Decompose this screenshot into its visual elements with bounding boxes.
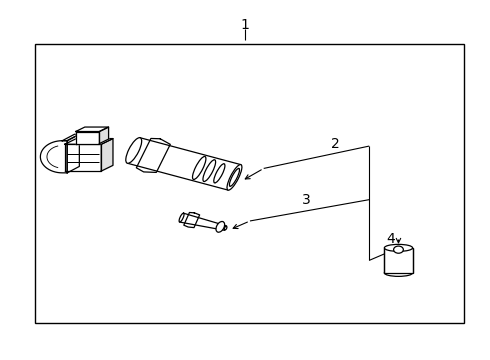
Polygon shape bbox=[136, 139, 171, 172]
Polygon shape bbox=[101, 139, 113, 171]
Ellipse shape bbox=[224, 226, 227, 230]
Text: 4: 4 bbox=[387, 232, 395, 246]
Polygon shape bbox=[67, 134, 79, 173]
Polygon shape bbox=[127, 138, 241, 190]
Polygon shape bbox=[40, 141, 67, 173]
Polygon shape bbox=[184, 212, 199, 228]
Text: 2: 2 bbox=[331, 137, 340, 151]
Ellipse shape bbox=[227, 165, 242, 190]
Text: 1: 1 bbox=[241, 18, 249, 32]
Text: 3: 3 bbox=[301, 193, 310, 207]
Circle shape bbox=[393, 246, 403, 253]
Ellipse shape bbox=[216, 221, 224, 232]
Ellipse shape bbox=[179, 213, 184, 222]
Polygon shape bbox=[65, 144, 101, 171]
Bar bbox=[384, 248, 413, 273]
Polygon shape bbox=[180, 213, 226, 230]
Polygon shape bbox=[62, 134, 79, 141]
Polygon shape bbox=[99, 127, 109, 144]
Polygon shape bbox=[75, 131, 99, 144]
Ellipse shape bbox=[126, 138, 142, 163]
Ellipse shape bbox=[384, 244, 413, 251]
Polygon shape bbox=[65, 139, 113, 144]
Bar bbox=[35, 44, 464, 323]
Polygon shape bbox=[75, 127, 109, 131]
Ellipse shape bbox=[229, 168, 240, 186]
Ellipse shape bbox=[384, 269, 413, 276]
